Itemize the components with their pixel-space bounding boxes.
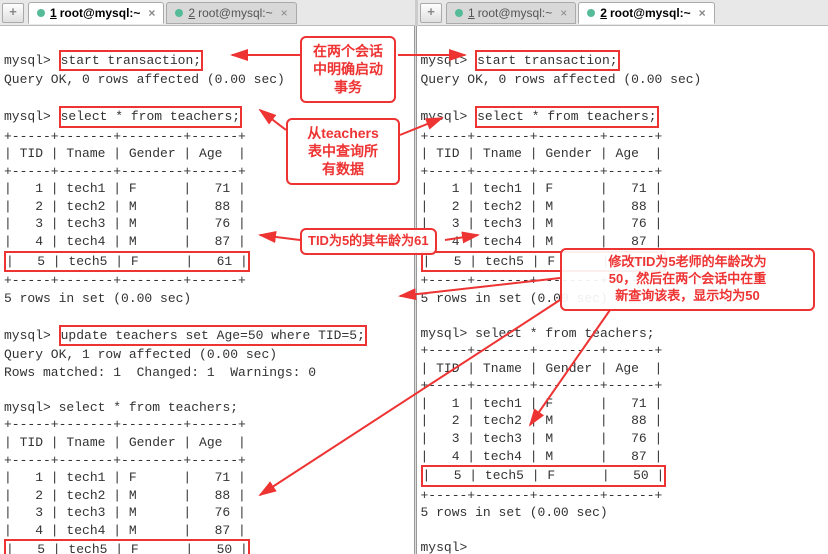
prompt: mysql> <box>4 328 51 343</box>
tab-number: 2 <box>188 6 195 20</box>
table-row: | 2 | tech2 | M | 88 | <box>421 413 663 428</box>
prompt: mysql> <box>4 53 51 68</box>
terminal-pane-left[interactable]: mysql> start transaction; Query OK, 0 ro… <box>0 26 414 554</box>
tab-label: root@mysql:~ <box>478 6 553 20</box>
close-icon[interactable]: × <box>699 6 706 20</box>
table-row-highlight: | 5 | tech5 | F | 50 | <box>421 465 667 487</box>
left-tab-2[interactable]: 2 root@mysql:~ × <box>166 2 296 24</box>
callout-line: 新查询该表，显示均为50 <box>615 288 759 303</box>
table-row: | 4 | tech4 | M | 87 | <box>4 234 246 249</box>
table-header: | TID | Tname | Gender | Age | <box>4 146 246 161</box>
status-dot-icon <box>37 9 45 17</box>
new-tab-button-left[interactable]: + <box>2 3 24 23</box>
table-row: | 1 | tech1 | F | 71 | <box>4 470 246 485</box>
table-border: +-----+-------+--------+------+ <box>4 417 246 432</box>
right-tab-2[interactable]: 2 root@mysql:~ × <box>578 2 714 24</box>
table-border: +-----+-------+--------+------+ <box>421 378 663 393</box>
result-matched: Rows matched: 1 Changed: 1 Warnings: 0 <box>4 365 316 380</box>
right-tab-1[interactable]: 1 root@mysql:~ × <box>446 2 576 24</box>
table-row: | 2 | tech2 | M | 88 | <box>4 488 246 503</box>
table-header: | TID | Tname | Gender | Age | <box>421 361 663 376</box>
table-header: | TID | Tname | Gender | Age | <box>4 435 246 450</box>
table-header: | TID | Tname | Gender | Age | <box>421 146 663 161</box>
table-row: | 4 | tech4 | M | 87 | <box>4 523 246 538</box>
table-border: +-----+-------+--------+------+ <box>421 343 663 358</box>
close-icon[interactable]: × <box>148 6 155 20</box>
table-border: +-----+-------+--------+------+ <box>421 488 663 503</box>
table-border: +-----+-------+--------+------+ <box>4 273 246 288</box>
callout-line: 有数据 <box>322 161 364 177</box>
table-row: | 1 | tech1 | F | 71 | <box>4 181 246 196</box>
tab-label: root@mysql:~ <box>198 6 273 20</box>
left-tab-1[interactable]: 1 root@mysql:~ × <box>28 2 164 24</box>
status-dot-icon <box>175 9 183 17</box>
result-query-ok: Query OK, 0 rows affected (0.00 sec) <box>421 72 702 87</box>
tab-number: 1 <box>50 6 57 20</box>
new-tab-button-right[interactable]: + <box>420 3 442 23</box>
table-border: +-----+-------+--------+------+ <box>4 164 246 179</box>
callout-start-transaction: 在两个会话中明确启动事务 <box>300 36 396 103</box>
result-query-ok: Query OK, 0 rows affected (0.00 sec) <box>4 72 285 87</box>
callout-line: 50，然后在两个会话中在重 <box>609 271 766 286</box>
table-row: | 1 | tech1 | F | 71 | <box>421 396 663 411</box>
table-row-highlight: | 5 | tech5 | F | 50 | <box>4 539 250 554</box>
tab-label: root@mysql:~ <box>610 6 691 20</box>
close-icon[interactable]: × <box>281 6 288 20</box>
callout-select-teachers: 从teachers 表中查询所 有数据 <box>286 118 400 185</box>
result-rowcount: 5 rows in set (0.00 sec) <box>4 291 191 306</box>
prompt: mysql> <box>4 400 51 415</box>
stmt-select-teachers: select * from teachers; <box>59 400 238 415</box>
callout-line: 修改TID为5老师的年龄改为 <box>608 254 766 269</box>
callout-line: 从teachers <box>307 125 379 141</box>
status-dot-icon <box>587 9 595 17</box>
left-tab-bar: + 1 root@mysql:~ × 2 root@mysql:~ × <box>0 0 415 26</box>
table-border: +-----+-------+--------+------+ <box>421 129 663 144</box>
table-row-highlight: | 5 | tech5 | F | 61 | <box>4 251 250 273</box>
table-row: | 4 | tech4 | M | 87 | <box>421 234 663 249</box>
tab-number: 2 <box>600 6 607 20</box>
stmt-select-teachers: select * from teachers; <box>475 326 654 341</box>
table-row: | 3 | tech3 | M | 76 | <box>4 216 246 231</box>
stmt-select-teachers: select * from teachers; <box>475 106 658 128</box>
prompt: mysql> <box>421 326 468 341</box>
table-row: | 3 | tech3 | M | 76 | <box>421 216 663 231</box>
close-icon[interactable]: × <box>560 6 567 20</box>
table-row: | 2 | tech2 | M | 88 | <box>421 199 663 214</box>
stmt-start-transaction: start transaction; <box>475 50 619 72</box>
table-border: +-----+-------+--------+------+ <box>4 453 246 468</box>
prompt: mysql> <box>421 109 468 124</box>
table-border: +-----+-------+--------+------+ <box>4 129 246 144</box>
table-border: +-----+-------+--------+------+ <box>421 164 663 179</box>
stmt-update: update teachers set Age=50 where TID=5; <box>59 325 367 347</box>
prompt: mysql> <box>421 53 468 68</box>
prompt: mysql> <box>4 109 51 124</box>
status-dot-icon <box>455 9 463 17</box>
table-row: | 2 | tech2 | M | 88 | <box>4 199 246 214</box>
right-tab-bar: + 1 root@mysql:~ × 2 root@mysql:~ × <box>418 0 828 26</box>
table-row: | 1 | tech1 | F | 71 | <box>421 181 663 196</box>
callout-update-50: 修改TID为5老师的年龄改为 50，然后在两个会话中在重 新查询该表，显示均为5… <box>560 248 815 311</box>
result-update-ok: Query OK, 1 row affected (0.00 sec) <box>4 347 277 362</box>
callout-line: 表中查询所 <box>308 143 378 159</box>
prompt: mysql> <box>421 540 468 554</box>
stmt-start-transaction: start transaction; <box>59 50 203 72</box>
table-row: | 3 | tech3 | M | 76 | <box>421 431 663 446</box>
stmt-select-teachers: select * from teachers; <box>59 106 242 128</box>
table-row: | 3 | tech3 | M | 76 | <box>4 505 246 520</box>
tab-number: 1 <box>468 6 475 20</box>
tab-label: root@mysql:~ <box>60 6 141 20</box>
callout-age-61: TID为5的其年龄为61 <box>300 228 437 255</box>
result-rowcount: 5 rows in set (0.00 sec) <box>421 505 608 520</box>
table-row: | 4 | tech4 | M | 87 | <box>421 449 663 464</box>
